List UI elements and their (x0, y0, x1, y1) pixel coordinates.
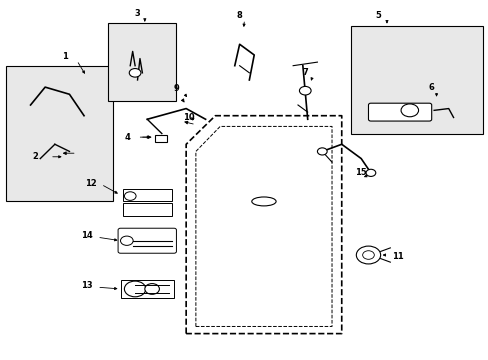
Text: 2: 2 (32, 152, 38, 161)
Text: 1: 1 (61, 52, 67, 61)
FancyBboxPatch shape (118, 228, 176, 253)
Text: 5: 5 (374, 11, 380, 20)
Text: 13: 13 (81, 281, 92, 290)
Bar (122, 203, 171, 216)
Text: 7: 7 (302, 68, 307, 77)
Circle shape (299, 86, 310, 95)
FancyBboxPatch shape (368, 103, 431, 121)
Circle shape (124, 281, 145, 297)
Text: 3: 3 (134, 9, 140, 18)
Text: 12: 12 (85, 179, 97, 188)
Circle shape (400, 104, 418, 117)
Bar (120, 280, 174, 298)
Circle shape (362, 251, 373, 259)
Text: 10: 10 (183, 113, 194, 122)
Text: 9: 9 (173, 84, 179, 93)
FancyBboxPatch shape (6, 66, 113, 202)
Circle shape (124, 192, 136, 201)
Circle shape (120, 236, 133, 246)
Circle shape (317, 148, 326, 155)
Circle shape (144, 284, 159, 294)
Ellipse shape (251, 197, 276, 206)
Circle shape (129, 68, 141, 77)
Text: 15: 15 (355, 168, 366, 177)
Circle shape (356, 246, 380, 264)
Text: 8: 8 (236, 11, 242, 20)
Bar (122, 189, 171, 202)
Bar (154, 135, 166, 143)
Text: 14: 14 (81, 231, 92, 240)
Text: 11: 11 (391, 252, 403, 261)
FancyBboxPatch shape (108, 23, 176, 102)
FancyBboxPatch shape (351, 26, 482, 134)
Text: 6: 6 (428, 83, 434, 92)
Text: 4: 4 (124, 132, 130, 141)
Circle shape (366, 169, 375, 176)
